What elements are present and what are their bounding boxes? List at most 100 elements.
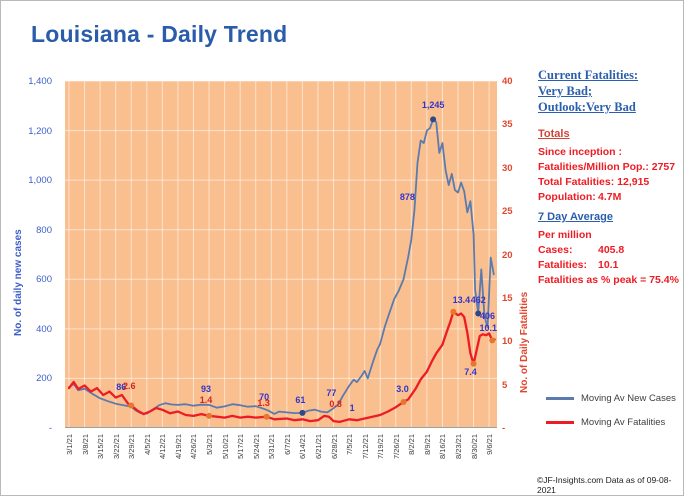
x-tick-label: 3/8/21 [80,434,90,455]
x-tick-label: 3/15/21 [96,434,106,460]
totals-line: Fatalities/Million Pop.: 2757 [538,161,676,173]
seven-day-section: 7 Day Average Per million Cases: 405.8 Fat… [538,210,680,288]
legend-item-cases: Moving Av New Cases [546,393,676,404]
seven-day-intro: Per million [538,229,592,241]
pair-label: Fatalities: [538,259,588,271]
x-tick-label: 7/12/21 [360,434,370,460]
seven-day-heading: 7 Day Average [538,211,614,223]
y-left-tick-label: 800 [36,224,52,236]
y-right-tick-label: 35 [502,119,513,131]
data-point-marker [470,360,477,367]
x-tick-label: 8/16/21 [438,434,448,460]
x-tick-label: 5/17/21 [236,434,246,460]
plot-area: 86 2.6 93 1.4 70 1.3 61 77 0.8 1 3.0 878 1,245 13.4 46… [65,81,497,428]
x-tick-label: 7/26/21 [391,434,401,460]
y-right-tick-label: 20 [502,249,513,261]
y-right-tick-label: 30 [502,162,513,174]
legend-label-fatalities: Moving Av Fatalities [581,417,666,428]
data-label: 1,245 [421,100,445,111]
y-left-tick-label: - [48,423,52,434]
totals-pair: Population: 4.7M [538,190,680,205]
data-point-marker [263,413,270,420]
totals-heading: Totals [538,128,570,140]
status-summary: Current Fatalities: Very Bad; Outlook:Very… [538,67,638,115]
totals-line: Since inception : [538,146,623,158]
x-tick-label: 8/23/21 [454,434,463,460]
data-label: 13.4 [452,294,471,305]
x-tick-label: 3/1/21 [65,434,74,455]
data-label: 93 [201,383,212,394]
x-axis-ticks: 3/1/21 3/8/21 3/15/21 3/22/21 3/29/21 4/5/21 4… [65,432,505,487]
chart-svg [65,81,497,428]
legend-label-cases: Moving Av New Cases [581,393,676,404]
data-label: 1 [349,403,355,414]
data-point-marker [128,402,135,409]
data-label: 77 [326,387,337,398]
data-label: 462 [470,295,486,306]
data-label: 61 [295,394,306,405]
y-left-tick-label: 400 [36,323,52,335]
data-label: 1.4 [199,394,213,405]
x-tick-label: 6/14/21 [298,434,308,460]
x-tick-label: 3/29/21 [127,434,137,460]
y-right-tick-label: 5 [502,379,508,391]
y-left-tick-label: 1,200 [28,125,52,137]
data-point-marker [475,310,482,317]
legend-item-fatalities: Moving Av Fatalities [546,417,676,428]
x-tick-label: 3/22/21 [111,434,121,460]
totals-line: Total Fatalities: 12,915 [538,176,650,188]
pair-label: Cases: [538,244,573,256]
y-axis-left-ticks: 1,400 1,200 1,000 800 600 400 200 - [1,76,59,434]
y-right-tick-label: 25 [502,206,513,218]
x-tick-label: 4/5/21 [142,434,152,455]
totals-section: Totals Since inception : Fatalities/Milli… [538,127,680,205]
seven-day-pair: Cases: 405.8 [538,243,680,258]
cases-line-swatch [546,397,574,400]
x-tick-label: 6/7/21 [282,434,292,455]
x-tick-label: 9/6/21 [485,434,495,455]
y-right-tick-label: 10 [502,336,513,348]
x-tick-label: 8/30/21 [469,434,479,460]
y-left-tick-label: 600 [36,274,52,286]
fatalities-line [67,310,496,424]
data-point-marker [489,337,496,344]
cases-line [68,118,495,415]
data-point-marker [206,412,213,419]
data-label: 3.0 [396,383,409,394]
pair-value: 405.8 [598,244,625,256]
x-tick-label: 4/19/21 [173,434,183,460]
y-left-tick-label: 200 [36,373,52,385]
seven-day-note: Fatalities as % peak = 75.4% [538,274,679,286]
x-tick-label: 5/31/21 [267,434,277,460]
fatalities-line-swatch [546,421,574,424]
data-label: 70 [259,391,270,402]
seven-day-pairs: Cases: 405.8 Fatalities: 10.1 [538,243,680,273]
y-right-tick-label: 40 [502,76,513,87]
data-point-marker [299,409,306,416]
legend: Moving Av New Cases Moving Av Fatalities [546,393,676,441]
data-point-marker [450,308,457,315]
seven-day-pair: Fatalities: 10.1 [538,258,680,273]
x-tick-label: 5/3/21 [205,434,215,455]
pair-value: 4.7M [598,191,622,203]
data-label: 86 [116,381,127,392]
y-right-tick-label: - [502,423,506,434]
y-left-tick-label: 1,000 [28,175,52,187]
x-tick-label: 7/5/21 [345,434,355,455]
status-line: Very Bad; [538,84,593,98]
data-label: 1.3 [257,397,270,408]
x-tick-label: 6/28/21 [329,434,339,460]
x-tick-label: 5/10/21 [220,434,230,460]
status-line: Current Fatalities: [538,68,639,82]
pair-value: 10.1 [598,259,619,271]
x-tick-label: 6/21/21 [313,434,323,460]
y-axis-right-ticks: 40 35 30 25 20 15 10 5 - [502,76,532,434]
data-label: 878 [399,192,415,203]
data-label: 10.1 [479,323,497,334]
footer-credit: ©JF-Insights.com Data as of 09-08-2021 [537,475,672,495]
data-point-marker [400,398,407,405]
data-label: 0.8 [329,399,342,410]
pair-label: Population: [538,191,596,203]
totals-lines: Since inception : Fatalities/Million Pop.… [538,145,680,205]
